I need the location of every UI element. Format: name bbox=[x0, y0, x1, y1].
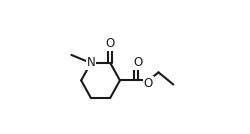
Text: O: O bbox=[106, 37, 115, 50]
Text: O: O bbox=[144, 77, 153, 90]
Text: O: O bbox=[134, 56, 143, 70]
Text: N: N bbox=[86, 56, 95, 70]
